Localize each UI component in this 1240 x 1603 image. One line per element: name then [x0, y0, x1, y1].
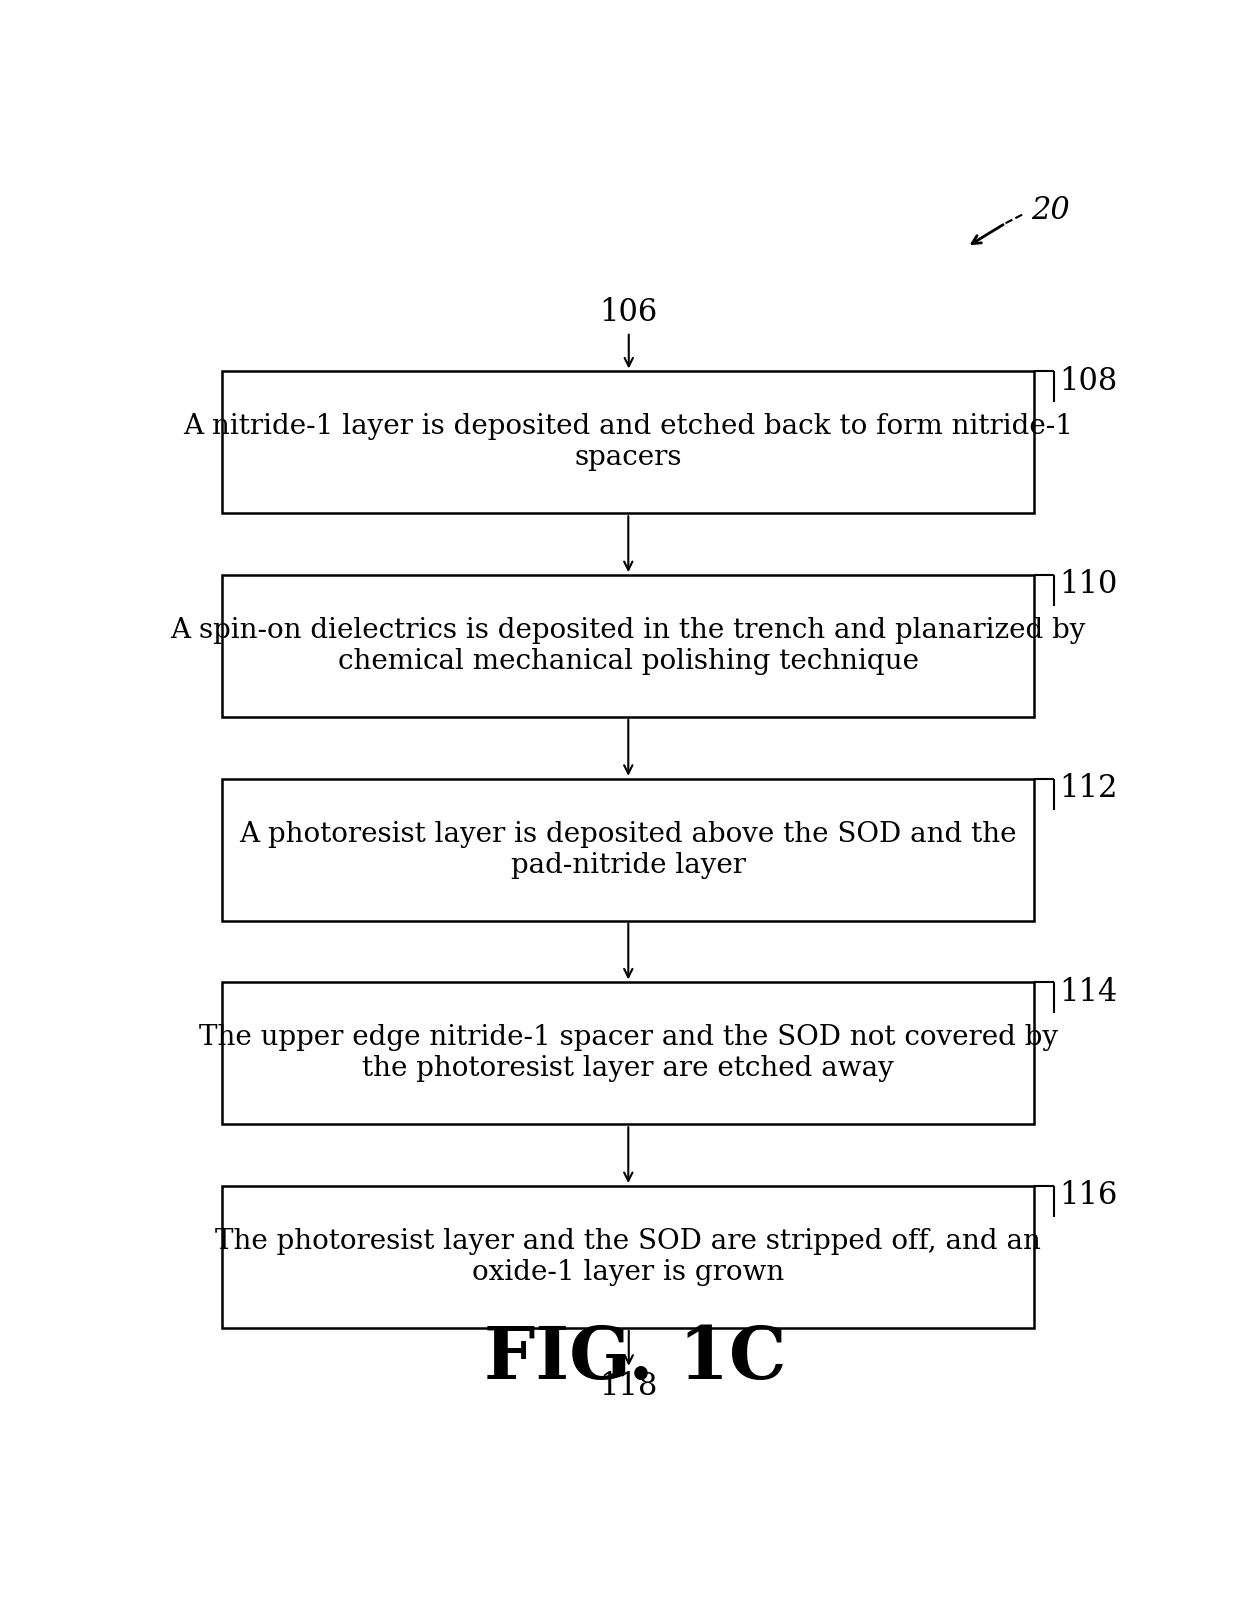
- Text: 114: 114: [1059, 976, 1117, 1008]
- Text: 112: 112: [1059, 773, 1117, 805]
- Text: 118: 118: [600, 1371, 658, 1403]
- Text: 116: 116: [1059, 1180, 1117, 1212]
- Bar: [222, 1186, 1034, 1327]
- Text: 106: 106: [600, 297, 658, 329]
- Bar: [222, 372, 1034, 513]
- Text: A nitride-1 layer is deposited and etched back to form nitride-1
spacers: A nitride-1 layer is deposited and etche…: [184, 414, 1074, 471]
- Text: The upper edge nitride-1 spacer and the SOD not covered by
the photoresist layer: The upper edge nitride-1 spacer and the …: [198, 1024, 1058, 1082]
- Bar: [222, 983, 1034, 1124]
- Bar: [222, 575, 1034, 717]
- Text: FIG. 1C: FIG. 1C: [485, 1324, 786, 1395]
- Text: 110: 110: [1059, 569, 1117, 601]
- Text: A spin-on dielectrics is deposited in the trench and planarized by
chemical mech: A spin-on dielectrics is deposited in th…: [171, 617, 1086, 675]
- Text: The photoresist layer and the SOD are stripped off, and an
oxide-1 layer is grow: The photoresist layer and the SOD are st…: [216, 1228, 1042, 1286]
- Text: 108: 108: [1059, 365, 1117, 396]
- Bar: [222, 779, 1034, 920]
- Text: A photoresist layer is deposited above the SOD and the
pad-nitride layer: A photoresist layer is deposited above t…: [239, 821, 1017, 878]
- Text: 20: 20: [1032, 196, 1070, 226]
